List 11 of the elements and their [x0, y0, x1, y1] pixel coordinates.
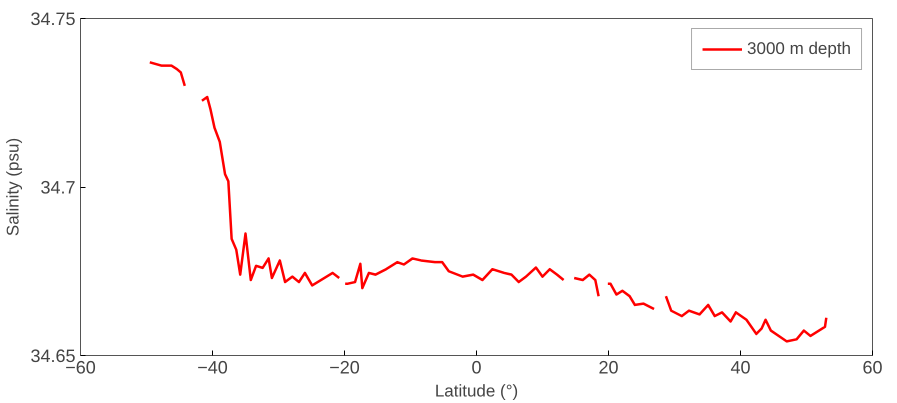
legend-label: 3000 m depth: [747, 39, 851, 59]
x-tick-label: 20: [598, 358, 619, 378]
x-axis-title: Latitude (°): [434, 382, 518, 400]
y-tick-label: 34.7: [40, 178, 76, 198]
x-tick-label: 40: [730, 358, 751, 378]
x-tick-label: −20: [329, 358, 360, 378]
x-tick-label: 0: [471, 358, 482, 378]
y-tick-label: 34.75: [30, 9, 76, 29]
y-axis-title: Salinity (psu): [3, 138, 22, 236]
x-tick-label: 60: [862, 358, 883, 378]
x-tick-label: −40: [197, 358, 228, 378]
